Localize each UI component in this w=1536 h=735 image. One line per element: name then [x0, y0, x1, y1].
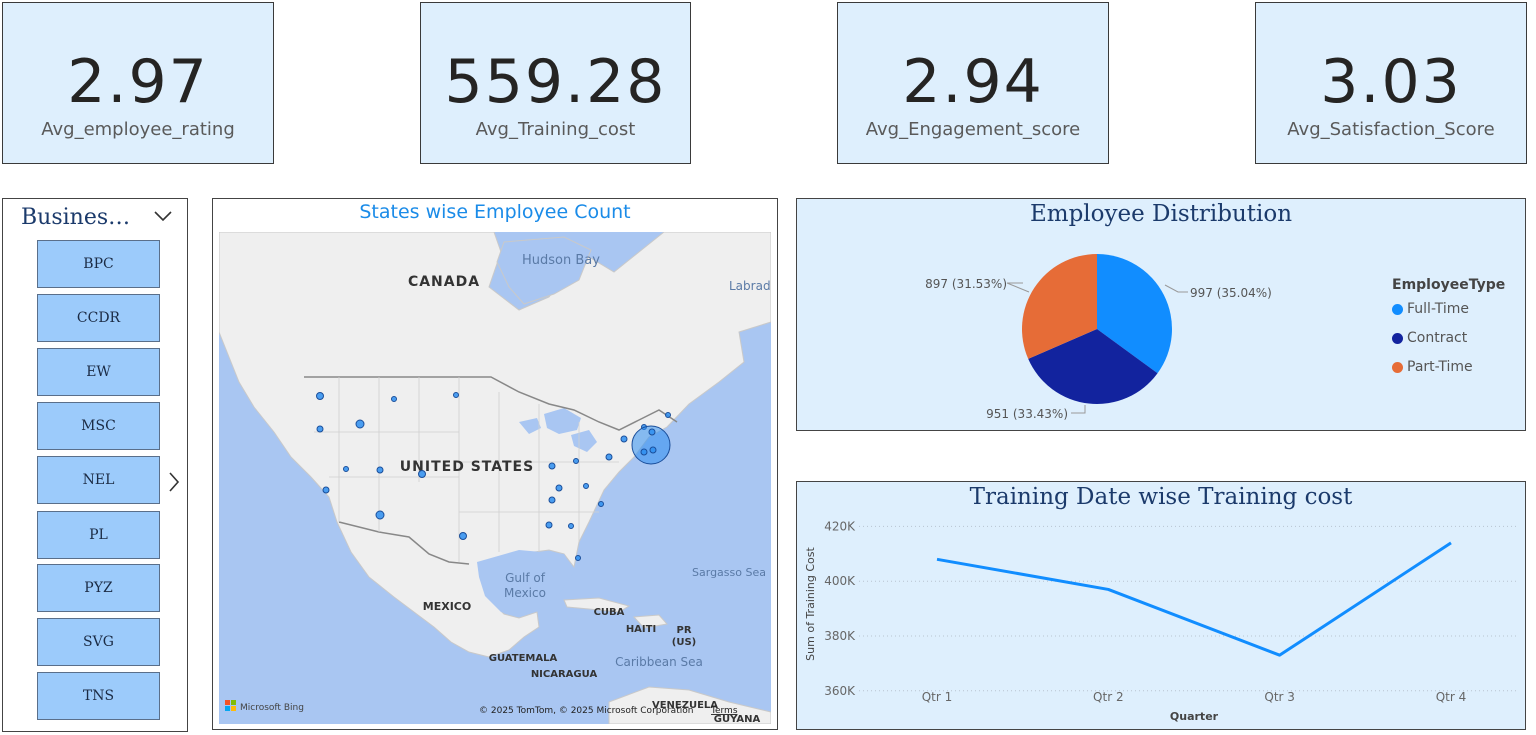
y-tick-label: 420K	[824, 519, 856, 533]
legend-label: Contract	[1407, 330, 1468, 346]
line-svg[interactable]: 420K 400K 380K 360K Qtr 1 Qtr 2 Qtr 3 Qtr 4 Qu…	[797, 482, 1527, 731]
pie-title: Employee Distribution	[1029, 201, 1293, 227]
pie-slices[interactable]	[1022, 254, 1172, 405]
x-tick-label: Qtr 1	[922, 690, 953, 704]
us-canada-border	[304, 376, 678, 431]
label-pr: PR	[676, 625, 691, 636]
label-united-states: UNITED STATES	[400, 459, 534, 475]
slicer-item[interactable]: EW	[37, 348, 160, 396]
pie-slice-part-time[interactable]	[1022, 254, 1097, 359]
line-xlabel: Quarter	[1170, 710, 1219, 723]
training-cost-line-chart: Training Date wise Training cost 420K 400…	[796, 481, 1526, 730]
legend-item-part-time[interactable]: Part-Time	[1392, 359, 1522, 375]
slicer-item[interactable]: BPC	[37, 240, 160, 288]
y-tick-label: 360K	[824, 684, 856, 698]
label-mexico: MEXICO	[423, 600, 471, 613]
slicer-item[interactable]: TNS	[37, 672, 160, 720]
label-gulf: Gulf of	[505, 571, 546, 585]
map-canvas[interactable]: Hudson Bay CANADA Labrad UNITED STATES G…	[219, 232, 771, 724]
legend-label: Full-Time	[1407, 301, 1469, 317]
line-title: Training Date wise Training cost	[969, 484, 1353, 510]
x-tick-label: Qtr 4	[1436, 690, 1467, 704]
slicer-title: Busines…	[21, 205, 131, 230]
kpi-value: 2.97	[67, 47, 209, 117]
kpi-card-engagement-score: 2.94 Avg_Engagement_score	[837, 2, 1109, 164]
us-mexico-border	[338, 521, 470, 565]
landmass-south-america	[608, 686, 771, 724]
employee-distribution-chart: Employee Distribution 997 (35.04%) 897 (…	[796, 198, 1526, 431]
map-terms-link[interactable]: Terms	[710, 706, 738, 716]
x-tick-label: Qtr 2	[1093, 690, 1124, 704]
map-title: States wise Employee Count	[359, 201, 631, 223]
slicer-item[interactable]: CCDR	[37, 294, 160, 342]
legend-item-contract[interactable]: Contract	[1392, 330, 1522, 346]
slicer-item[interactable]: SVG	[37, 618, 160, 666]
pie-data-label-full-time: 997 (35.04%)	[1190, 286, 1272, 300]
label-hudson-bay: Hudson Bay	[522, 253, 600, 268]
kpi-value: 559.28	[444, 47, 667, 117]
bing-label: Microsoft Bing	[240, 703, 304, 713]
label-haiti: HAITI	[626, 624, 656, 635]
legend-dot	[1392, 303, 1403, 315]
kpi-card-employee-rating: 2.97 Avg_employee_rating	[2, 2, 274, 164]
kpi-value: 3.03	[1320, 47, 1462, 117]
label-sargasso: Sargasso Sea	[692, 566, 766, 579]
pie-data-label-part-time: 897 (31.53%)	[925, 277, 1007, 291]
pie-legend: EmployeeType Full-Time Contract Part-Tim…	[1392, 277, 1522, 375]
label-guyana: GUYANA	[714, 714, 761, 724]
legend-item-full-time[interactable]: Full-Time	[1392, 301, 1522, 317]
kpi-label: Avg_employee_rating	[41, 119, 235, 140]
x-tick-label: Qtr 3	[1264, 690, 1295, 704]
cuba-island	[563, 597, 631, 613]
slicer-item[interactable]: MSC	[37, 402, 160, 450]
line-series[interactable]	[936, 541, 1452, 657]
slicer-item[interactable]: PYZ	[37, 564, 160, 612]
map-visual: States wise Employee Count Hudson Bay CA…	[212, 198, 778, 730]
slicer-item[interactable]: PL	[37, 511, 160, 559]
label-gulf-2: Mexico	[504, 586, 546, 600]
kpi-label: Avg_Engagement_score	[865, 119, 1081, 140]
kpi-value: 2.94	[902, 47, 1044, 117]
line-yticks: 420K 400K 380K 360K	[824, 519, 856, 697]
employee-bubbles[interactable]	[316, 392, 671, 561]
pie-data-label-contract: 951 (33.43%)	[986, 407, 1068, 421]
pie-leaders	[1006, 282, 1188, 414]
chevron-down-icon[interactable]	[153, 209, 173, 223]
y-tick-label: 380K	[824, 629, 856, 643]
kpi-label: Avg_Satisfaction_Score	[1287, 119, 1495, 140]
pie-slice-full-time[interactable]	[1097, 254, 1172, 374]
legend-label: Part-Time	[1407, 359, 1473, 375]
chevron-right-icon[interactable]	[167, 471, 181, 493]
line-xticks: Qtr 1 Qtr 2 Qtr 3 Qtr 4	[922, 690, 1467, 704]
label-labrador: Labrad	[729, 279, 771, 293]
state-lines	[314, 377, 619, 562]
business-unit-slicer: Busines… BPC CCDR EW MSC NEL PL PYZ SVG …	[2, 198, 188, 732]
slicer-item[interactable]: NEL	[37, 456, 160, 504]
pie-svg[interactable]: 997 (35.04%) 897 (31.53%) 951 (33.43%)	[797, 199, 1527, 432]
hispaniola-island	[632, 614, 668, 629]
line-ylabel: Sum of Training Cost	[804, 547, 817, 661]
label-caribbean: Caribbean Sea	[615, 655, 703, 669]
legend-dot	[1392, 332, 1403, 344]
gulf-of-mexico	[477, 550, 574, 617]
y-tick-label: 400K	[824, 574, 856, 588]
line-grid	[859, 525, 1517, 692]
label-us: (US)	[672, 637, 696, 648]
kpi-label: Avg_Training_cost	[475, 119, 636, 140]
pie-slice-contract[interactable]	[1028, 329, 1158, 405]
label-canada: CANADA	[408, 274, 480, 290]
label-nicaragua: NICARAGUA	[531, 669, 598, 680]
map-attribution: © 2025 TomTom, © 2025 Microsoft Corporat…	[479, 706, 693, 716]
legend-dot	[1392, 361, 1403, 373]
kpi-card-training-cost: 559.28 Avg_Training_cost	[420, 2, 691, 164]
legend-title: EmployeeType	[1392, 277, 1506, 293]
kpi-card-satisfaction-score: 3.03 Avg_Satisfaction_Score	[1255, 2, 1527, 164]
label-venezuela: VENEZUELA	[652, 700, 718, 711]
hudson-bay	[496, 236, 592, 305]
label-guatemala: GUATEMALA	[489, 653, 558, 664]
bing-logo: Microsoft Bing	[225, 700, 304, 713]
label-cuba: CUBA	[594, 607, 625, 618]
great-lakes	[519, 408, 597, 452]
